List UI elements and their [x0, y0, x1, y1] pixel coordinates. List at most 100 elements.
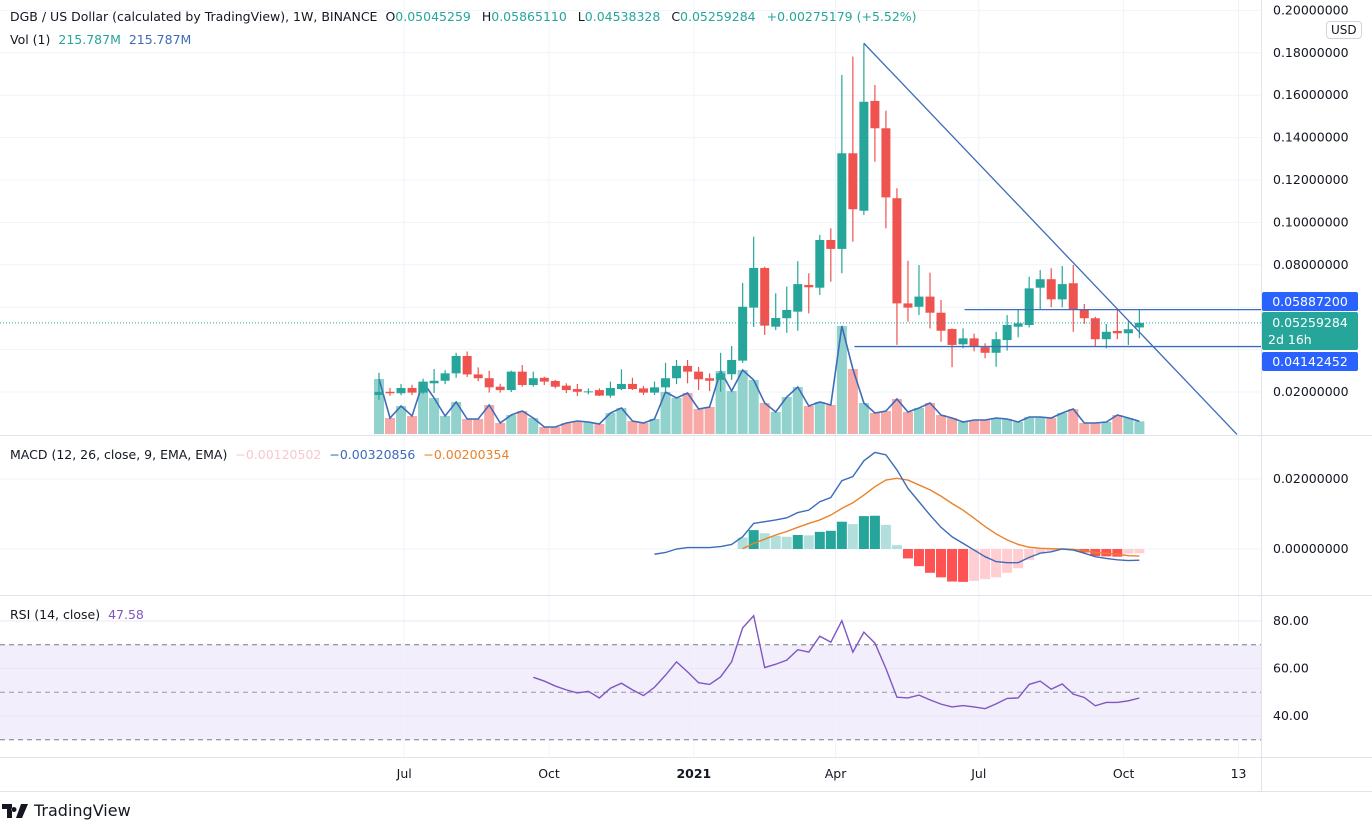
volume-bar [958, 422, 969, 434]
time-axis-label: Jul [396, 766, 412, 781]
volume-bar [1046, 418, 1057, 434]
candle-body [374, 391, 384, 395]
candle-body [484, 378, 494, 388]
candle-body [826, 239, 836, 249]
volume-bar [880, 411, 891, 434]
volume-bar [1101, 422, 1112, 434]
candle-body [672, 365, 682, 379]
volume-bar [1090, 423, 1101, 434]
candle-body [936, 312, 946, 331]
candle-body [793, 284, 803, 312]
candle-body [760, 267, 770, 326]
last-price-value: 0.05259284 [1272, 315, 1348, 330]
volume-bar [429, 398, 440, 434]
candle-body [1002, 325, 1012, 341]
price-axis-label: 0.18000000 [1273, 45, 1349, 60]
macd-histogram-bar [836, 521, 847, 549]
rsi-label: RSI (14, close) [10, 607, 101, 622]
macd-histogram-bar [781, 536, 792, 549]
volume-bar [660, 392, 671, 434]
volume-bar [936, 415, 947, 434]
candle-body [473, 374, 483, 379]
volume-bar [836, 326, 847, 434]
volume-bar [528, 418, 539, 434]
candle-body [1123, 329, 1133, 334]
candle-body [1134, 322, 1144, 328]
price-axis-label: 0.08000000 [1273, 257, 1349, 272]
time-axis-label: Apr [825, 766, 847, 781]
macd-histogram-bar [869, 515, 880, 549]
volume-bar [925, 403, 935, 434]
volume-label: Vol (1) [10, 32, 51, 47]
rsi-line [533, 614, 1140, 710]
candle-body [1035, 279, 1045, 288]
volume-bar [902, 412, 913, 434]
candle-body [572, 389, 582, 392]
volume-bar [418, 382, 429, 434]
volume-bar [539, 427, 550, 434]
volume-bar [1112, 415, 1123, 434]
macd-histogram-bar [1035, 549, 1046, 554]
rsi-legend: RSI (14, close) 47.58 [10, 607, 148, 622]
candle-body [1068, 283, 1078, 310]
macd-histogram-bar [1013, 549, 1024, 569]
tradingview-logo[interactable]: TradingView [2, 801, 131, 820]
volume-bar [605, 413, 616, 434]
candle-body [969, 338, 979, 347]
currency-button[interactable]: USD [1326, 21, 1362, 39]
volume-legend: Vol (1) 215.787M 215.787M [10, 32, 195, 47]
candle-body [561, 385, 571, 391]
main-legend: DGB / US Dollar (calculated by TradingVi… [10, 9, 921, 24]
candle-body [1079, 309, 1089, 319]
volume-bar [495, 423, 506, 434]
candle-body [815, 239, 825, 288]
macd-axis-label: 0.00000000 [1273, 541, 1349, 556]
volume-bar [385, 418, 396, 434]
volume-bar [627, 421, 638, 434]
candle-body [958, 338, 968, 345]
price-axis-label: 0.14000000 [1273, 130, 1349, 145]
candle-body [429, 380, 439, 384]
volume-bar [649, 419, 660, 434]
macd-line [654, 451, 1140, 564]
volume-ma-line [378, 325, 1140, 428]
volume-bar [726, 391, 737, 434]
volume-bar [440, 416, 451, 434]
candle-body [462, 355, 472, 375]
rsi-axis-label: 80.00 [1273, 613, 1309, 628]
macd-signal-value: −0.00200354 [423, 447, 510, 462]
candle-body [594, 390, 604, 396]
time-axis-label: Oct [538, 766, 560, 781]
macd-histogram-bar [1046, 549, 1057, 552]
candle-body [1013, 323, 1023, 327]
volume-bar [858, 403, 869, 434]
candle-body [749, 267, 759, 308]
open-value: 0.05045259 [395, 9, 471, 24]
volume-bar [506, 415, 517, 434]
volume-bar [770, 412, 781, 434]
time-axis-label: Oct [1113, 766, 1135, 781]
macd-histogram-bar [1112, 549, 1123, 557]
candle-body [506, 371, 516, 391]
macd-histogram-bar [1123, 549, 1134, 554]
candle-body [385, 391, 395, 394]
downtrend-line [863, 42, 1238, 435]
price-axis-label: 0.20000000 [1273, 2, 1349, 17]
volume-bar [407, 416, 418, 434]
rsi-axis-label: 60.00 [1273, 661, 1309, 676]
candle-body [1024, 288, 1034, 326]
volume-bar [396, 406, 407, 434]
candle-body [716, 373, 726, 380]
candle-body [638, 388, 648, 393]
candle-body [903, 303, 913, 308]
brand-name: TradingView [34, 801, 131, 820]
macd-histogram-bar [936, 549, 947, 578]
macd-histogram-bar [913, 549, 924, 567]
volume-bar [781, 397, 792, 434]
candle-body [1112, 330, 1122, 334]
volume-bar [913, 408, 924, 434]
candle-body [727, 359, 737, 375]
volume-bar [561, 423, 572, 434]
macd-histogram-bar [1002, 549, 1013, 573]
